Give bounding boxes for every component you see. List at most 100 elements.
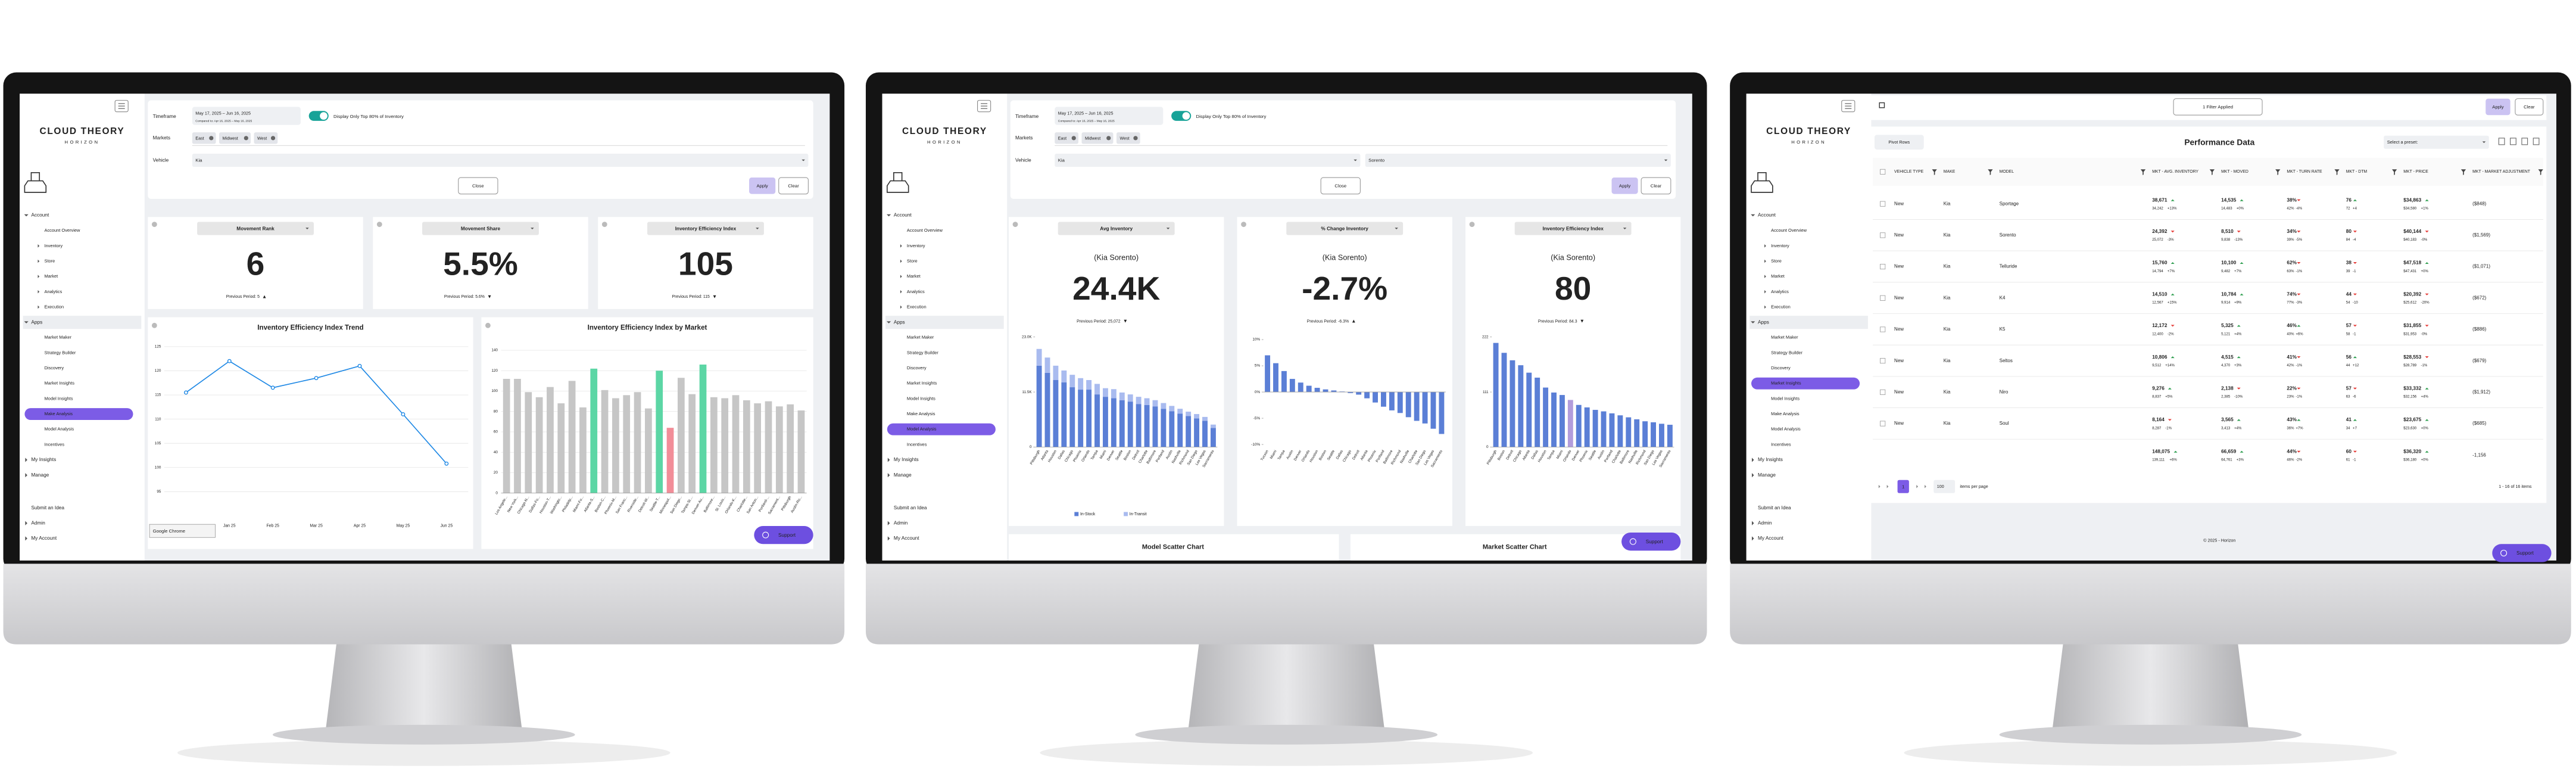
grid-icon[interactable] [2533,138,2540,145]
grid-icon[interactable] [2521,138,2528,145]
chip-remove[interactable] [1106,136,1111,141]
checkbox[interactable] [1880,421,1886,427]
metric-select[interactable] [197,222,314,235]
nav-item[interactable]: Analytics [44,289,62,294]
nav-item[interactable]: Incentives [44,441,64,447]
nav-item[interactable]: Market Maker [907,335,934,340]
nav-bottom[interactable]: Submit an Idea [31,505,64,511]
nav-group[interactable]: Manage [894,472,912,478]
clear-button[interactable] [2515,98,2544,116]
nav-group[interactable]: Apps [894,319,905,325]
chip[interactable] [1116,132,1140,144]
close-button-label[interactable]: Close [472,183,484,188]
select-box[interactable] [192,154,809,167]
apply-button[interactable] [2485,98,2510,116]
nav-item[interactable]: Inventory [44,243,63,248]
nav-bottom[interactable]: My Account [31,536,57,541]
clear-button[interactable] [1641,177,1671,195]
clear-button[interactable] [778,177,809,195]
nav-bottom[interactable]: Submit an Idea [894,505,927,511]
select-box[interactable] [1055,154,1361,167]
nav-item[interactable]: Execution [44,304,64,309]
grid-icon[interactable] [2510,138,2516,145]
apply-button-label[interactable]: Apply [1619,183,1630,188]
nav-item[interactable]: Account Overview [44,228,80,233]
chip-remove[interactable] [244,136,248,141]
nav-group[interactable]: Account [894,213,912,218]
nav-item[interactable]: Store [44,258,55,263]
pivot-button[interactable] [1874,135,1924,150]
preset-select[interactable] [2384,135,2489,149]
chip[interactable] [254,132,278,144]
nav-group[interactable]: Manage [31,472,49,478]
chip[interactable] [1081,132,1114,144]
date-box[interactable] [1055,107,1164,125]
nav-item[interactable]: Strategy Builder [44,350,76,355]
filter-icon[interactable] [2392,169,2397,175]
filter-button[interactable] [2173,98,2263,116]
nav-item[interactable]: Incentives [1771,441,1791,447]
nav-item[interactable]: Market Insights [44,381,74,386]
nav-bottom[interactable]: Submit an Idea [1758,505,1791,511]
filter-icon[interactable] [2140,169,2146,175]
checkbox[interactable] [1880,201,1886,207]
nav-group[interactable]: My Insights [894,457,919,462]
nav-item[interactable]: Model Insights [907,396,935,401]
nav-item[interactable]: Make Analysis [44,411,73,416]
metric-select[interactable] [1514,222,1632,235]
nav-item[interactable]: Incentives [907,441,927,447]
nav-item[interactable]: Account Overview [907,228,943,233]
apply-button-label[interactable]: Apply [2492,104,2503,110]
filter-icon[interactable] [2460,169,2466,175]
nav-group[interactable]: My Insights [31,457,56,462]
metric-select[interactable] [1058,222,1175,235]
nav-item[interactable]: Store [1771,258,1782,263]
nav-item[interactable]: Model Analysis [1771,427,1801,432]
nav-item[interactable]: Discovery [907,365,927,371]
close-button-label[interactable]: Close [1334,183,1346,188]
nav-bottom[interactable]: My Account [1758,536,1783,541]
nav-group[interactable]: Apps [31,319,42,325]
nav-item[interactable]: Analytics [1771,289,1789,294]
chip-remove[interactable] [209,136,214,141]
checkbox[interactable] [1880,232,1886,238]
nav-bottom[interactable]: Admin [894,520,908,525]
support-button[interactable] [1621,532,1681,551]
support-label[interactable]: Support [778,533,796,538]
nav-group[interactable]: Account [1758,213,1776,218]
apply-button[interactable] [749,178,776,194]
nav-item[interactable]: Market [1771,273,1785,279]
nav-item[interactable]: Discovery [44,365,64,371]
close-button[interactable] [458,177,498,195]
nav-item[interactable]: Inventory [1771,243,1789,248]
page-current[interactable] [1897,480,1909,493]
nav-item[interactable]: Model Analysis [44,427,74,432]
nav-item[interactable]: Model Insights [44,396,73,401]
nav-item[interactable]: Market Maker [1771,335,1798,340]
checkbox[interactable] [1880,264,1886,270]
support-label[interactable]: Support [1646,539,1664,544]
nav-group[interactable]: Apps [1758,319,1769,325]
checkbox[interactable] [1880,358,1886,364]
support-button[interactable] [754,525,813,544]
metric-select[interactable] [1286,222,1404,235]
checkbox[interactable] [1880,326,1886,332]
nav-item[interactable]: Analytics [907,289,925,294]
nav-bottom[interactable]: Admin [1758,520,1772,525]
filter-icon[interactable] [2209,169,2215,175]
nav-bottom[interactable]: Admin [31,520,45,525]
chip[interactable] [192,132,216,144]
pivot-button-label[interactable]: Pivot Rows [1888,140,1910,145]
nav-item[interactable]: Discovery [1771,365,1791,371]
checkbox[interactable] [1880,295,1886,301]
nav-bottom[interactable]: My Account [894,536,919,541]
nav-item[interactable]: Execution [1771,304,1791,309]
filter-icon[interactable] [2538,169,2543,175]
nav-item[interactable]: Market [907,273,921,279]
nav-group[interactable]: My Insights [1758,457,1783,462]
page-size[interactable] [1933,480,1956,493]
filter-icon[interactable] [2334,169,2340,175]
nav-group[interactable]: Account [31,213,49,218]
clear-button-label[interactable]: Clear [1651,183,1662,188]
date-box[interactable] [192,107,301,125]
